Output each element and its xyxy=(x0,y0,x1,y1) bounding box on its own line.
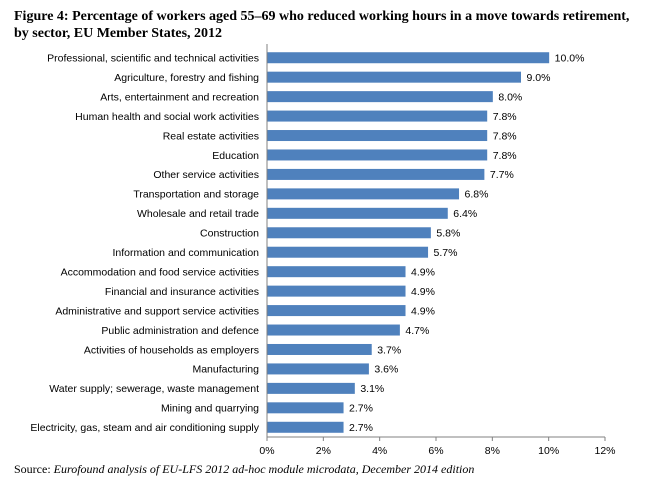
data-label: 10.0% xyxy=(555,53,585,65)
data-label: 7.8% xyxy=(493,130,517,142)
bar xyxy=(267,285,406,297)
category-label: Manufacturing xyxy=(192,364,259,376)
category-label: Arts, entertainment and recreation xyxy=(100,91,259,103)
data-label: 9.0% xyxy=(527,72,551,84)
x-tick-label: 0% xyxy=(259,445,274,457)
source-prefix: Source: xyxy=(14,462,54,476)
category-label: Administrative and support service activ… xyxy=(55,305,259,317)
bar xyxy=(267,421,344,433)
category-label: Activities of households as employers xyxy=(84,344,259,356)
bar xyxy=(267,227,431,239)
chart-title: Figure 4: Percentage of workers aged 55–… xyxy=(14,8,634,42)
source-note: Source: Eurofound analysis of EU-LFS 201… xyxy=(14,462,474,477)
category-label: Water supply; sewerage, waste management xyxy=(49,383,259,395)
source-text: Eurofound analysis of EU-LFS 2012 ad-hoc… xyxy=(53,462,475,476)
bar xyxy=(267,402,344,414)
category-label: Accommodation and food service activitie… xyxy=(61,266,259,278)
data-label: 7.8% xyxy=(493,111,517,123)
x-tick-label: 4% xyxy=(372,445,387,457)
data-label: 2.7% xyxy=(349,403,373,415)
category-label: Education xyxy=(212,150,259,162)
data-label: 7.8% xyxy=(493,150,517,162)
bar xyxy=(267,149,488,161)
category-label: Transportation and storage xyxy=(133,189,259,201)
data-label: 4.9% xyxy=(411,266,435,278)
data-label: 7.7% xyxy=(490,169,514,181)
chart-title-line-2: by sector, EU Member States, 2012 xyxy=(14,26,223,41)
category-label: Wholesale and retail trade xyxy=(137,208,259,220)
bar xyxy=(267,91,493,103)
data-label: 2.7% xyxy=(349,422,373,434)
data-label: 4.7% xyxy=(405,325,429,337)
chart-title-line-1: Figure 4: Percentage of workers aged 55–… xyxy=(14,9,630,24)
bar xyxy=(267,168,485,180)
category-label: Financial and insurance activities xyxy=(105,286,259,298)
bar xyxy=(267,363,369,375)
x-tick-label: 2% xyxy=(316,445,331,457)
bar xyxy=(267,52,550,64)
bar xyxy=(267,305,406,317)
category-label: Human health and social work activities xyxy=(75,111,259,123)
category-label: Construction xyxy=(200,228,259,240)
bar xyxy=(267,266,406,278)
x-tick-label: 10% xyxy=(538,445,559,457)
bar xyxy=(267,207,448,219)
x-tick-label: 12% xyxy=(594,445,615,457)
category-label: Mining and quarrying xyxy=(161,403,259,415)
bar xyxy=(267,71,521,83)
data-label: 4.9% xyxy=(411,305,435,317)
x-tick-label: 8% xyxy=(485,445,500,457)
bar xyxy=(267,343,372,355)
data-label: 3.6% xyxy=(374,364,398,376)
bar xyxy=(267,246,429,258)
data-label: 6.4% xyxy=(453,208,477,220)
bar xyxy=(267,324,400,336)
data-label: 5.7% xyxy=(434,247,458,259)
category-label: Public administration and defence xyxy=(101,325,259,337)
data-label: 5.8% xyxy=(436,228,460,240)
data-label: 3.7% xyxy=(377,344,401,356)
data-label: 4.9% xyxy=(411,286,435,298)
bar xyxy=(267,110,488,122)
category-label: Real estate activities xyxy=(163,130,259,142)
x-tick-label: 6% xyxy=(428,445,443,457)
category-label: Information and communication xyxy=(113,247,260,259)
category-label: Agriculture, forestry and fishing xyxy=(114,72,259,84)
data-label: 8.0% xyxy=(498,91,522,103)
bar xyxy=(267,188,460,200)
category-label: Professional, scientific and technical a… xyxy=(47,53,259,65)
category-label: Other service activities xyxy=(153,169,259,181)
category-label: Electricity, gas, steam and air conditio… xyxy=(30,422,259,434)
data-label: 3.1% xyxy=(360,383,384,395)
data-label: 6.8% xyxy=(465,189,489,201)
bar xyxy=(267,130,488,142)
bar xyxy=(267,382,355,394)
